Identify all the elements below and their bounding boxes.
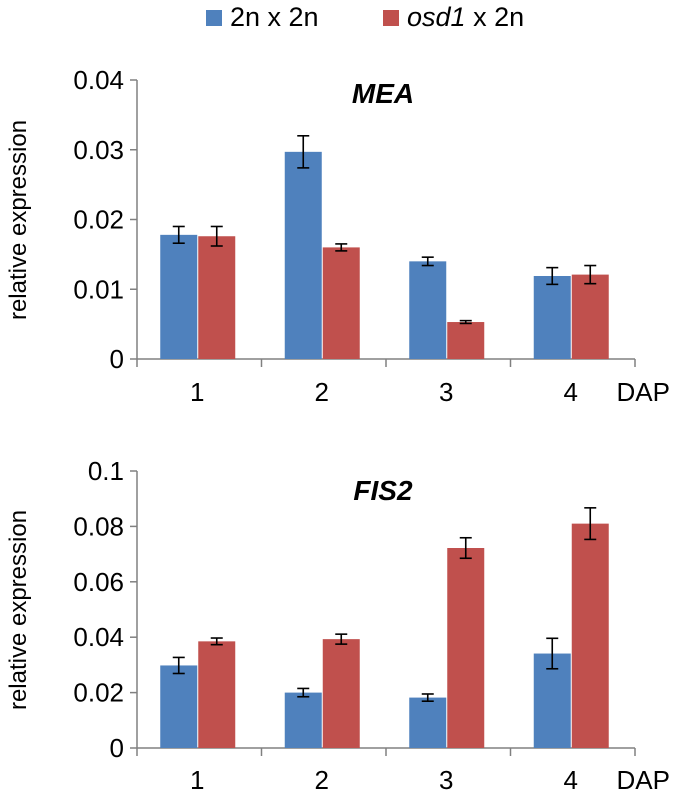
x-tick-label: 2 (315, 377, 329, 407)
x-tick-label: 3 (439, 765, 453, 795)
y-tick-label: 0.08 (73, 511, 124, 541)
legend-item-osd1-x-2n: osd1 x 2n (383, 2, 524, 33)
y-tick-label: 0.04 (73, 65, 124, 95)
bar (409, 697, 447, 748)
bar (533, 275, 571, 359)
bar (571, 523, 609, 748)
bar (409, 261, 447, 359)
bar (198, 641, 236, 748)
x-tick-label: 2 (315, 765, 329, 795)
x-axis-label: DAP (617, 765, 670, 795)
x-axis-label: DAP (617, 377, 670, 407)
x-tick-label: 4 (564, 765, 578, 795)
x-tick-label: 3 (439, 377, 453, 407)
bar (447, 322, 485, 359)
legend-item-2n-x-2n: 2n x 2n (206, 2, 319, 33)
y-tick-label: 0.01 (73, 274, 124, 304)
bar (160, 234, 198, 359)
x-tick-label: 4 (564, 377, 578, 407)
bar (322, 247, 360, 359)
y-tick-label: 0.04 (73, 622, 124, 652)
y-tick-label: 0.1 (88, 456, 124, 486)
y-tick-label: 0.02 (73, 205, 124, 235)
y-tick-label: 0 (110, 344, 124, 374)
bar (284, 151, 322, 359)
y-tick-label: 0 (110, 733, 124, 763)
bar (322, 639, 360, 748)
x-tick-label: 1 (190, 377, 204, 407)
legend-swatch-blue (206, 9, 222, 26)
y-tick-label: 0.06 (73, 567, 124, 597)
y-tick-label: 0.02 (73, 678, 124, 708)
legend-swatch-red (383, 9, 399, 26)
legend-label: osd1 x 2n (407, 2, 525, 32)
bar (447, 548, 485, 748)
y-axis-label: relative expression (5, 510, 32, 710)
chart-title: FIS2 (353, 475, 413, 506)
bar (160, 665, 198, 748)
bar (571, 274, 609, 359)
bar (198, 236, 236, 359)
legend: 2n x 2n osd1 x 2n (0, 0, 676, 40)
legend-label: 2n x 2n (230, 2, 319, 32)
bar (284, 692, 322, 748)
x-tick-label: 1 (190, 765, 204, 795)
chart-title: MEA (352, 78, 414, 109)
y-axis-label: relative expression (5, 120, 32, 320)
chart-fis2: FIS2 relative expression 0 0.02 0.04 0.06 0.08… (5, 456, 670, 795)
chart-mea: MEA relative expression 0 0.01 0.02 0.03 0.04 1… (5, 65, 670, 407)
y-tick-label: 0.03 (73, 135, 124, 165)
